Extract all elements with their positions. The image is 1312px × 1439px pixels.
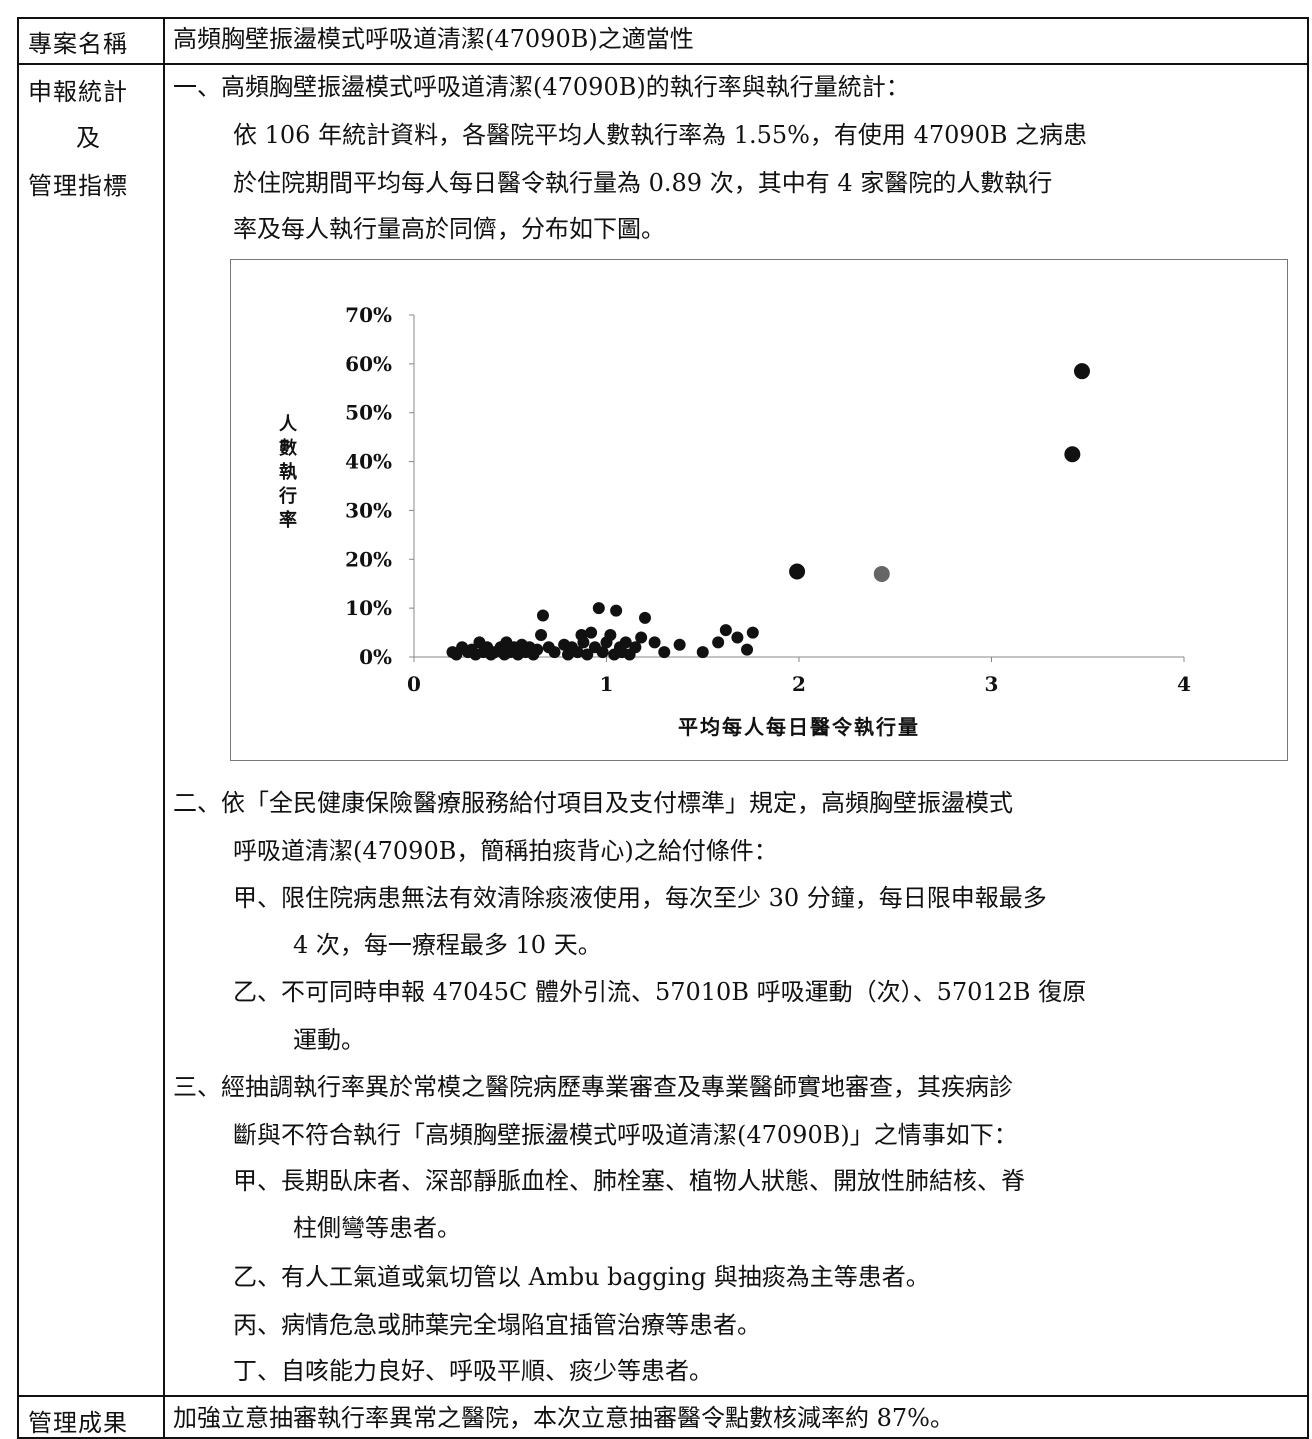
table-border-right bbox=[1307, 17, 1309, 1439]
section-3-item-b: 乙、有人工氣道或氣切管以 Ambu bagging 與抽痰為主等患者。 bbox=[233, 1263, 930, 1291]
data-point bbox=[648, 636, 661, 649]
data-point bbox=[577, 636, 590, 649]
data-point bbox=[581, 648, 594, 661]
data-point bbox=[531, 643, 544, 656]
y-axis-label-char: 人 bbox=[279, 414, 298, 435]
y-tick-label: 10% bbox=[345, 596, 392, 620]
x-tick-label: 4 bbox=[1177, 672, 1191, 696]
data-point-highlight bbox=[873, 565, 890, 582]
x-tick-label: 1 bbox=[600, 672, 614, 696]
data-point bbox=[571, 646, 584, 659]
y-tick-label: 50% bbox=[345, 401, 392, 425]
data-point bbox=[635, 631, 648, 644]
scatter-chart: 0% 10% 20% 30% 40% 50% 60% 70% 0 1 2 3 4 平均每人每日醫令執行量 人… bbox=[230, 259, 1288, 761]
row-label-line-1: 申報統計 bbox=[28, 78, 128, 106]
row-label-line-3: 管理指標 bbox=[28, 172, 128, 200]
section-2-item-a-line-1: 甲、限住院病患無法有效清除痰液使用，每次至少 30 分鐘，每日限申報最多 bbox=[233, 884, 1047, 912]
y-tick-label: 20% bbox=[345, 547, 392, 571]
x-tick-label: 0 bbox=[407, 672, 421, 696]
table-border-middle bbox=[163, 17, 165, 1439]
data-point bbox=[548, 646, 561, 659]
data-point bbox=[639, 611, 651, 624]
section-2-item-a-line-2: 4 次，每一療程最多 10 天。 bbox=[293, 931, 602, 959]
row-label-line-2: 及 bbox=[76, 124, 101, 152]
x-axis-label: 平均每人每日醫令執行量 bbox=[678, 715, 920, 739]
section-2-item-b-line-2: 運動。 bbox=[293, 1026, 365, 1054]
data-point bbox=[1073, 363, 1090, 380]
section-1-line-2: 於住院期間平均每人每日醫令執行量為 0.89 次，其中有 4 家醫院的人數執行 bbox=[233, 169, 1053, 197]
y-tick-label: 0% bbox=[359, 645, 392, 669]
section-1-line-1: 依 106 年統計資料，各醫院平均人數執行率為 1.55%，有使用 47090B… bbox=[233, 121, 1088, 149]
y-axis-label-char: 執 bbox=[279, 461, 297, 483]
row-label-project-name: 專案名稱 bbox=[28, 30, 128, 58]
y-axis-label-char: 行 bbox=[278, 485, 297, 507]
data-point bbox=[696, 646, 709, 659]
scatter-chart-svg: 0% 10% 20% 30% 40% 50% 60% 70% 0 1 2 3 4 平均每人每日醫令執行量 人… bbox=[278, 303, 1191, 739]
table-border-left bbox=[17, 17, 19, 1439]
data-point bbox=[604, 629, 617, 642]
data-point bbox=[619, 636, 632, 649]
y-axis-label-char: 數 bbox=[279, 438, 297, 459]
data-point bbox=[741, 643, 754, 656]
data-point bbox=[746, 626, 759, 639]
section-2-line-2: 呼吸道清潔(47090B，簡稱拍痰背心)之給付條件： bbox=[233, 837, 778, 865]
section-3-item-a-line-1: 甲、長期臥床者、深部靜脈血栓、肺栓塞、植物人狀態、開放性肺結核、脊 bbox=[233, 1167, 1025, 1195]
data-point bbox=[629, 641, 642, 654]
section-1-line-3: 率及每人執行量高於同儕，分布如下圖。 bbox=[233, 215, 665, 243]
results-text: 加強立意抽審執行率異常之醫院，本次立意抽審醫令點數核減率約 87%。 bbox=[173, 1404, 954, 1432]
data-point bbox=[673, 638, 686, 651]
data-point bbox=[610, 604, 623, 617]
section-3-item-a-line-2: 柱側彎等患者。 bbox=[293, 1214, 461, 1242]
y-tick-label: 70% bbox=[345, 303, 392, 327]
data-point bbox=[1064, 446, 1081, 463]
section-1-heading: 一、高頻胸壁振盪模式呼吸道清潔(47090B)的執行率與執行量統計： bbox=[173, 73, 910, 101]
section-3-line-2: 斷與不符合執行「高頻胸壁振盪模式呼吸道清潔(47090B)」之情事如下： bbox=[233, 1121, 1018, 1149]
data-point bbox=[789, 563, 806, 580]
data-point bbox=[592, 602, 605, 615]
data-point bbox=[596, 646, 609, 659]
data-point bbox=[658, 646, 671, 659]
table-border-top bbox=[18, 17, 1308, 19]
table-border-row1 bbox=[18, 63, 1308, 65]
y-tick-label: 40% bbox=[345, 450, 392, 474]
data-point bbox=[535, 629, 548, 642]
section-3-item-d: 丁、自咳能力良好、呼吸平順、痰少等患者。 bbox=[233, 1357, 713, 1385]
y-tick-label: 30% bbox=[345, 498, 392, 522]
table-border-row2 bbox=[18, 1395, 1308, 1397]
data-point bbox=[536, 609, 549, 622]
data-point bbox=[585, 626, 598, 639]
project-title: 高頻胸壁振盪模式呼吸道清潔(47090B)之適當性 bbox=[173, 25, 694, 53]
section-3-item-c: 丙、病情危急或肺葉完全塌陷宜插管治療等患者。 bbox=[233, 1311, 761, 1339]
x-tick-label: 3 bbox=[985, 672, 999, 696]
section-2-item-b-line-1: 乙、不可同時申報 47045C 體外引流、57010B 呼吸運動（次）、5701… bbox=[233, 978, 1087, 1006]
table-border-bottom bbox=[18, 1437, 1308, 1439]
y-tick-label: 60% bbox=[345, 352, 392, 376]
y-axis-label-char: 率 bbox=[279, 509, 297, 531]
x-tick-label: 2 bbox=[792, 672, 806, 696]
data-point bbox=[712, 636, 725, 649]
data-point bbox=[719, 624, 732, 637]
row-label-results: 管理成果 bbox=[28, 1409, 128, 1437]
data-point bbox=[731, 631, 744, 644]
section-2-line-1: 二、依「全民健康保險醫療服務給付項目及支付標準」規定，高頻胸壁振盪模式 bbox=[173, 789, 1013, 817]
section-3-line-1: 三、經抽調執行率異於常模之醫院病歷專業審查及專業醫師實地審查，其疾病診 bbox=[173, 1073, 1013, 1101]
